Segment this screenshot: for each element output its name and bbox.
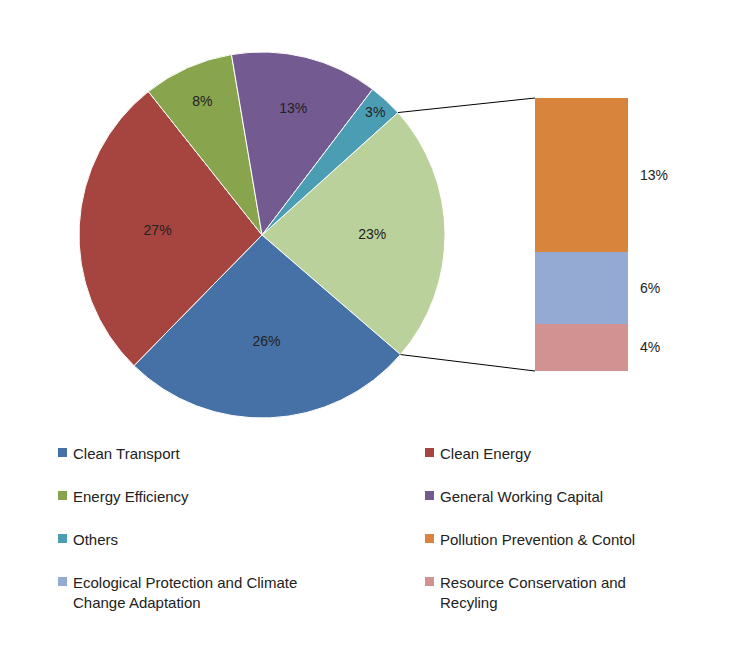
svg-text:4%: 4% bbox=[640, 339, 660, 355]
svg-text:26%: 26% bbox=[252, 333, 280, 349]
html-text:Resource Conservation and Recy: Resource Conservation and Recyling bbox=[440, 574, 626, 611]
html-text:Clean Transport: Clean Transport bbox=[73, 445, 180, 462]
html-text:Energy Efficiency: Energy Efficiency bbox=[73, 488, 189, 505]
svg-text:6%: 6% bbox=[640, 280, 660, 296]
svg-text:27%: 27% bbox=[144, 222, 172, 238]
svg-text:23%: 23% bbox=[358, 226, 386, 242]
html-text:Others: Others bbox=[73, 531, 118, 548]
html-text:General Working Capital: General Working Capital bbox=[440, 488, 604, 505]
svg-text:13%: 13% bbox=[640, 167, 668, 183]
html-text:Ecological Protection and Clim: Ecological Protection and Climate Change… bbox=[73, 574, 298, 611]
svg-text:8%: 8% bbox=[192, 93, 212, 109]
html-text:Clean Energy: Clean Energy bbox=[440, 445, 531, 462]
svg-text:13%: 13% bbox=[279, 100, 307, 116]
html-text:Pollution Prevention & Contol: Pollution Prevention & Contol bbox=[440, 531, 636, 548]
svg-text:3%: 3% bbox=[365, 104, 385, 120]
